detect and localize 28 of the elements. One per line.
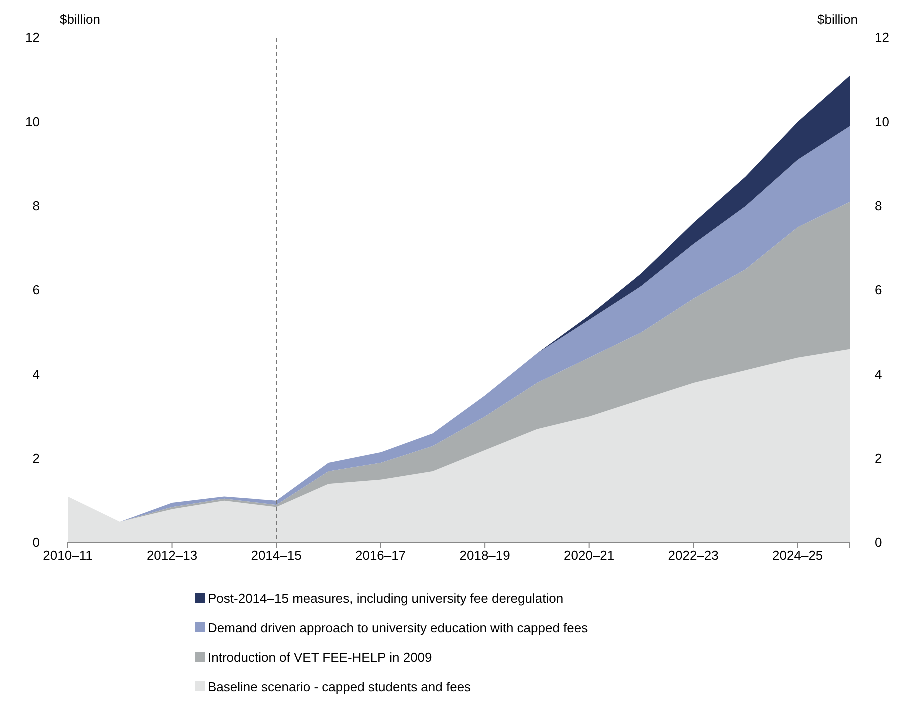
y-tick-label: 6 (32, 282, 40, 298)
y-tick-label: 0 (32, 535, 40, 550)
legend-label: Introduction of VET FEE-HELP in 2009 (208, 650, 432, 665)
legend-label: Demand driven approach to university education with capped fees (208, 620, 589, 636)
y2-tick-label: 8 (875, 198, 882, 214)
y2-tick-label: 4 (875, 366, 882, 382)
x-tick-label: 2024–25 (772, 548, 824, 564)
y2-tick-label: 6 (875, 282, 882, 298)
legend-label: Post-2014–15 measures, including university fee deregulation (208, 591, 564, 606)
y-tick-label: 4 (32, 366, 40, 382)
y-tick-label: 10 (26, 114, 40, 130)
y2-tick-label: 12 (875, 30, 890, 46)
x-tick-label: 2018–19 (460, 548, 510, 564)
y2-axis-title: $billion (818, 12, 858, 27)
y-axis-title: $billion (60, 12, 100, 27)
x-tick-label: 2012–13 (146, 548, 198, 564)
y-tick-label: 12 (26, 30, 40, 46)
y2-tick-label: 2 (875, 450, 882, 466)
x-tick-label: 2022–23 (668, 548, 719, 564)
x-tick-label: 2020–21 (564, 548, 615, 564)
x-tick-label: 2016–17 (355, 548, 406, 564)
y-tick-label: 2 (32, 450, 40, 466)
y2-tick-label: 10 (875, 114, 890, 130)
y-tick-label: 8 (32, 198, 40, 214)
y2-tick-label: 0 (875, 535, 882, 550)
x-tick-label: 2014–15 (251, 548, 302, 564)
x-tick-label: 2010–11 (43, 548, 93, 564)
legend-label: Baseline scenario - capped students and fees (208, 680, 472, 694)
